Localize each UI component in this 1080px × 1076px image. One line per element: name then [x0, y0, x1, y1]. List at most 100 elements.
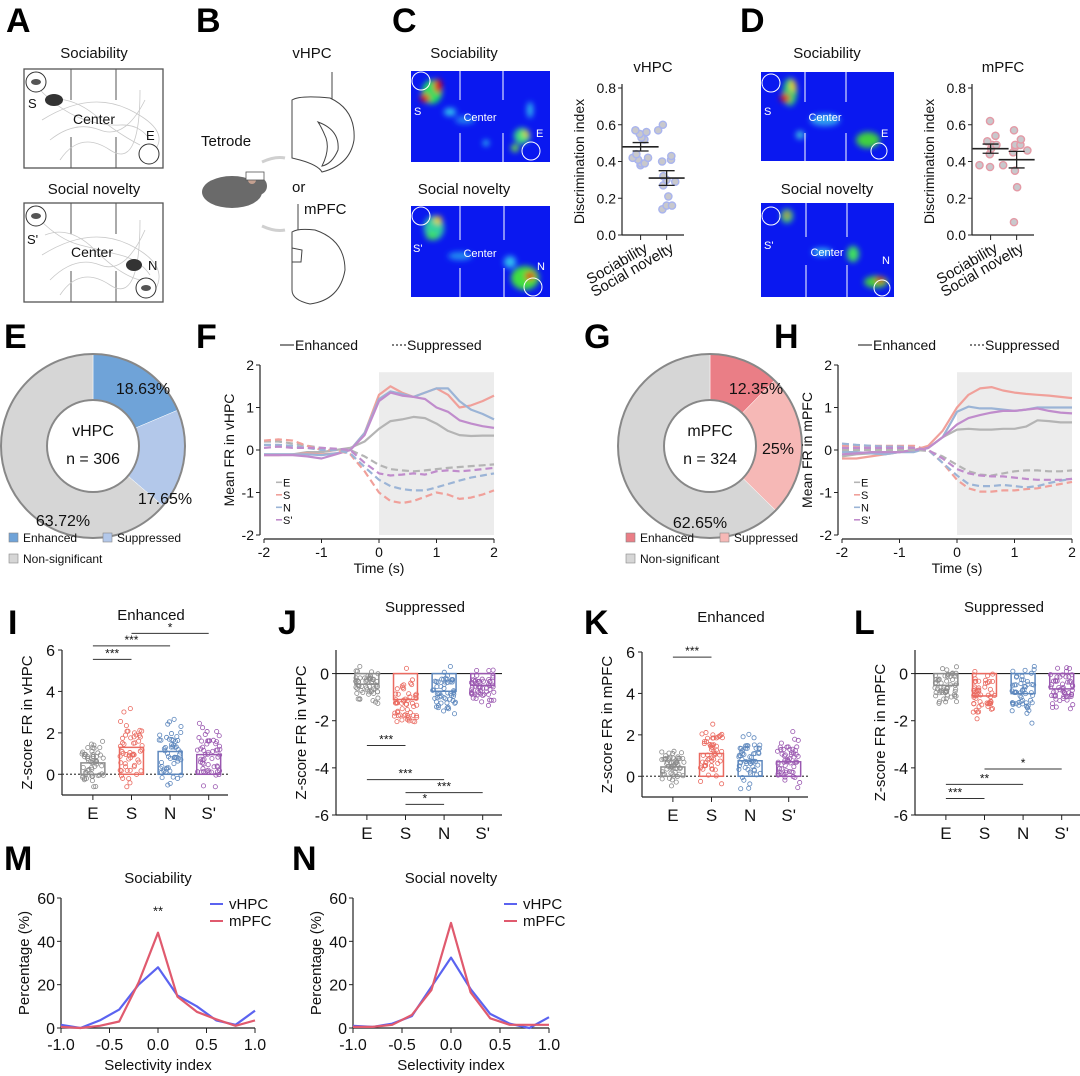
data-point [1013, 682, 1019, 688]
series-line-solid-n [264, 387, 495, 457]
data-point [972, 692, 978, 698]
series-line-dashed-sp [263, 445, 495, 477]
data-point [705, 735, 711, 741]
data-point [672, 765, 678, 771]
data-point [394, 719, 400, 725]
data-point [719, 781, 725, 787]
legend-label: S' [283, 515, 292, 527]
data-point [89, 766, 95, 772]
data-point [370, 698, 376, 704]
x-tick-label: E [940, 824, 951, 843]
series-line-solid-e [264, 415, 494, 456]
data-point [468, 690, 474, 696]
data-point [747, 781, 753, 787]
data-point [123, 732, 129, 738]
data-point [211, 764, 217, 770]
data-point [698, 765, 704, 771]
data-point [166, 719, 172, 725]
data-point [1010, 682, 1016, 688]
data-point [80, 764, 86, 770]
data-point [937, 690, 943, 696]
data-point [1018, 694, 1024, 700]
data-point [677, 756, 683, 762]
data-point [124, 768, 130, 774]
legend-label: E [861, 477, 868, 489]
data-point [409, 677, 415, 683]
data-point [990, 678, 996, 684]
data-point [120, 775, 126, 781]
data-point [942, 673, 948, 679]
data-point [681, 759, 687, 765]
data-point [205, 751, 211, 757]
panel-label-e: E [4, 318, 27, 356]
y-tick-label: 0.8 [947, 80, 967, 96]
data-point [404, 707, 410, 713]
data-point [486, 668, 492, 674]
data-point [631, 125, 640, 135]
bar [354, 672, 380, 685]
data-point [679, 750, 685, 756]
data-point [736, 766, 742, 772]
data-point [985, 692, 991, 698]
y-tick-label: -6 [894, 808, 908, 825]
data-point [468, 687, 474, 693]
data-point [216, 733, 222, 739]
mouse-icon [126, 259, 142, 271]
data-point [123, 752, 129, 758]
data-point [438, 700, 444, 706]
data-point [680, 773, 686, 779]
data-point [1060, 681, 1066, 687]
x-tick-label: S [400, 824, 411, 843]
data-point [998, 160, 1008, 170]
heatmap-c-title-top: Sociability [430, 45, 498, 62]
data-point [403, 665, 409, 671]
data-point [1023, 691, 1029, 697]
data-point [781, 772, 787, 778]
data-point [666, 750, 672, 756]
data-point [122, 761, 128, 767]
data-point [710, 732, 716, 738]
data-point [414, 702, 420, 708]
data-point [1056, 685, 1062, 691]
y-tick-label: 4 [46, 684, 55, 701]
data-point [1031, 682, 1037, 688]
data-point [204, 741, 210, 747]
data-point [215, 747, 221, 753]
chart-title: Enhanced [117, 607, 185, 624]
data-point [478, 691, 484, 697]
data-point [118, 718, 124, 724]
data-point [473, 695, 479, 701]
y-axis-label: Z-score FR in vHPC [293, 665, 310, 799]
data-point [795, 753, 801, 759]
data-point [356, 683, 362, 689]
data-point [486, 677, 492, 683]
data-point [951, 692, 957, 698]
data-point [167, 768, 173, 774]
data-point [661, 756, 667, 762]
data-point [1049, 693, 1055, 699]
data-point [449, 679, 455, 685]
y-tick-label: -4 [894, 761, 908, 778]
data-point [120, 735, 126, 741]
data-point [709, 742, 715, 748]
data-point [705, 772, 711, 778]
data-point [983, 136, 992, 146]
data-point [939, 690, 945, 696]
y-tick-label: 0.6 [597, 117, 617, 133]
y-tick-label: 0 [824, 442, 832, 458]
data-point [432, 678, 438, 684]
series-line-mpfc [60, 931, 256, 1030]
data-point [171, 761, 177, 767]
data-point [213, 741, 219, 747]
data-point [200, 725, 206, 731]
data-point [661, 771, 667, 777]
chart-title: Sociability [124, 870, 192, 887]
data-point [709, 755, 715, 761]
tetrode-implant-icon [245, 171, 265, 181]
legend-label: N [861, 502, 869, 514]
data-point [1065, 679, 1071, 685]
data-point [472, 683, 478, 689]
data-point [212, 784, 218, 790]
x-tick-label: S' [475, 824, 490, 843]
